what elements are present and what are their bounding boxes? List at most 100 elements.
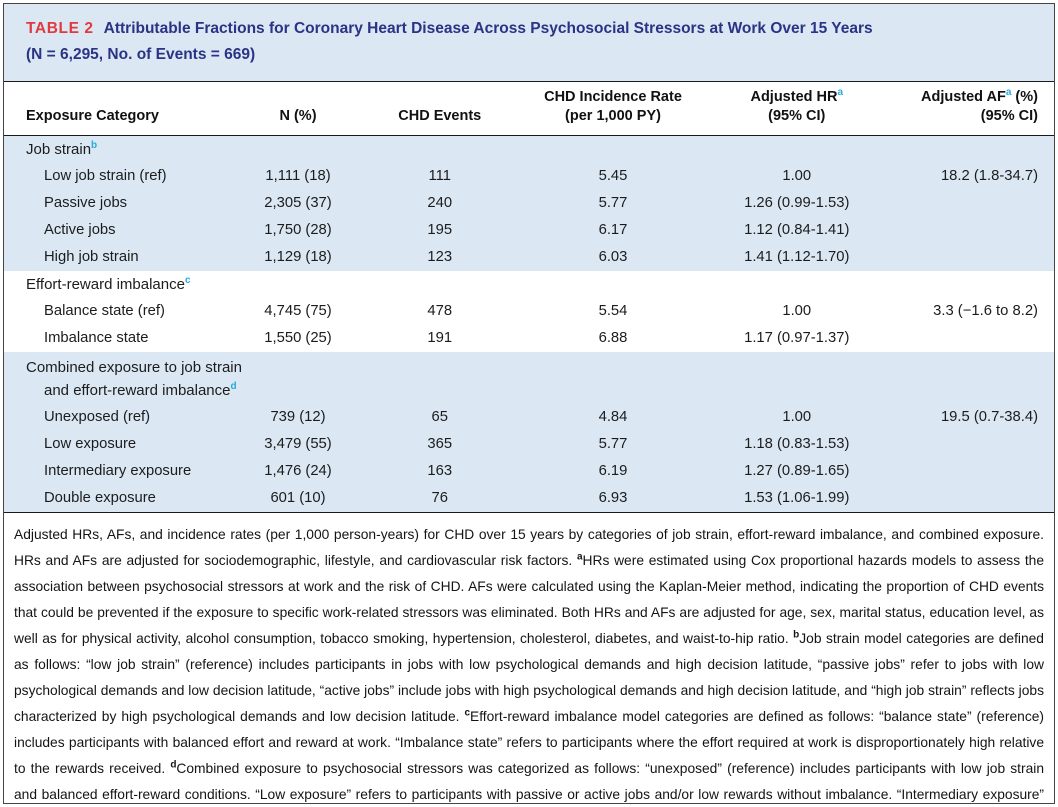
cell-adjusted-af: 3.3 (−1.6 to 8.2) — [933, 303, 1038, 319]
cell-incidence-rate: 6.17 — [598, 222, 628, 238]
cell-adjusted-af — [876, 431, 1055, 458]
cell-chd-events: 191 — [427, 330, 453, 346]
table-row: Low exposure 3,479 (55) 365 5.77 1.18 (0.83-… — [4, 431, 1054, 458]
cell-adjusted-af: 19.5 (0.7-38.4) — [940, 409, 1038, 425]
cell-exposure-category: Active jobs — [44, 222, 116, 238]
column-header-adjusted-af: Adjusted AFa (%) (95% CI) — [920, 87, 1038, 124]
column-header-adjusted-hr: Adjusted HRa (95% CI) — [750, 87, 844, 124]
cell-exposure-category: Passive jobs — [44, 195, 128, 211]
section-header: Effort-reward imbalancec — [4, 271, 1054, 298]
table-row: High job strain 1,129 (18) 123 6.03 1.41 (1.… — [4, 244, 1054, 271]
table-row: Passive jobs 2,305 (37) 240 5.77 1.26 (0.99-… — [4, 190, 1054, 217]
cell-incidence-rate: 5.54 — [598, 303, 628, 319]
table-title: Attributable Fractions for Coronary Hear… — [103, 20, 873, 37]
cell-exposure-category: Intermediary exposure — [44, 463, 192, 479]
table-title-band: TABLE 2 Attributable Fractions for Corona… — [4, 4, 1054, 82]
table-section: Combined exposure to job strain and effor… — [4, 352, 1054, 512]
column-header-chd-events: CHD Events — [398, 108, 482, 124]
cell-chd-events: 76 — [431, 490, 448, 506]
cell-adjusted-hr: 1.00 — [782, 168, 812, 184]
cell-chd-events: 123 — [427, 249, 453, 265]
cell-adjusted-hr: 1.18 (0.83-1.53) — [744, 436, 850, 452]
cell-n-percent: 1,111 (18) — [265, 168, 331, 184]
section-header-line: and effort-reward imbalanced — [44, 381, 237, 400]
footnote-marker-d: d — [230, 381, 237, 392]
footnote-marker-a: a — [1005, 87, 1012, 99]
cell-exposure-category: Imbalance state — [44, 330, 149, 346]
cell-adjusted-hr: 1.26 (0.99-1.53) — [744, 195, 850, 211]
cell-adjusted-af — [876, 190, 1055, 217]
cell-adjusted-af — [876, 325, 1055, 352]
footnote-marker-b: b — [91, 140, 98, 151]
cell-exposure-category: Low exposure — [44, 436, 137, 452]
cell-exposure-category: Unexposed (ref) — [44, 409, 151, 425]
cell-chd-events: 240 — [427, 195, 453, 211]
cell-adjusted-af — [876, 244, 1055, 271]
footnote-marker-a: a — [576, 551, 583, 563]
table-row: Balance state (ref) 4,745 (75) 478 5.54 1.00… — [4, 298, 1054, 325]
cell-adjusted-hr: 1.00 — [782, 303, 812, 319]
cell-adjusted-af — [876, 485, 1055, 512]
cell-adjusted-hr: 1.53 (1.06-1.99) — [744, 490, 850, 506]
column-header-row: Exposure Category N (%) CHD Events CHD I… — [4, 82, 1054, 136]
cell-n-percent: 4,745 (75) — [264, 303, 332, 319]
section-header-line: Job strainb — [26, 140, 98, 159]
table-row: Intermediary exposure 1,476 (24) 163 6.19 1.… — [4, 458, 1054, 485]
footnote-marker-a: a — [837, 87, 844, 99]
column-header-n-percent: N (%) — [279, 108, 317, 124]
cell-incidence-rate: 5.45 — [598, 168, 628, 184]
cell-adjusted-hr: 1.12 (0.84-1.41) — [744, 222, 850, 238]
table-number-label: TABLE 2 — [26, 20, 94, 37]
cell-n-percent: 3,479 (55) — [264, 436, 332, 452]
cell-n-percent: 1,129 (18) — [264, 249, 332, 265]
cell-incidence-rate: 6.88 — [598, 330, 628, 346]
table-title-line: TABLE 2 Attributable Fractions for Corona… — [26, 16, 1032, 42]
table-figure: TABLE 2 Attributable Fractions for Corona… — [3, 3, 1055, 804]
cell-exposure-category: Low job strain (ref) — [44, 168, 167, 184]
table-row: Unexposed (ref) 739 (12) 65 4.84 1.00 19.5 (0… — [4, 404, 1054, 431]
cell-n-percent: 1,476 (24) — [264, 463, 332, 479]
column-header-chd-incidence-rate: CHD Incidence Rate (per 1,000 PY) — [544, 89, 682, 124]
table-section: Effort-reward imbalancec Balance state (r… — [4, 271, 1054, 352]
cell-incidence-rate: 6.19 — [598, 463, 628, 479]
cell-n-percent: 739 (12) — [270, 409, 326, 425]
cell-adjusted-hr: 1.41 (1.12-1.70) — [744, 249, 850, 265]
cell-incidence-rate: 4.84 — [598, 409, 628, 425]
cell-chd-events: 65 — [431, 409, 448, 425]
cell-incidence-rate: 6.03 — [598, 249, 628, 265]
cell-incidence-rate: 6.93 — [598, 490, 628, 506]
cell-exposure-category: High job strain — [44, 249, 139, 265]
cell-chd-events: 111 — [428, 168, 452, 184]
cell-adjusted-af — [876, 458, 1055, 485]
footnote-marker-d: d — [170, 759, 177, 771]
cell-chd-events: 478 — [427, 303, 453, 319]
column-header-exposure-category: Exposure Category — [26, 108, 159, 124]
cell-exposure-category: Balance state (ref) — [44, 303, 165, 319]
section-header-line: Combined exposure to job strain — [26, 359, 242, 376]
cell-chd-events: 365 — [427, 436, 453, 452]
table-row: Active jobs 1,750 (28) 195 6.17 1.12 (0.84-1… — [4, 217, 1054, 244]
cell-n-percent: 1,750 (28) — [264, 222, 332, 238]
cell-adjusted-hr: 1.27 (0.89-1.65) — [744, 463, 850, 479]
cell-adjusted-af — [876, 217, 1055, 244]
cell-chd-events: 195 — [427, 222, 453, 238]
cell-n-percent: 601 (10) — [270, 490, 326, 506]
table-row: Imbalance state 1,550 (25) 191 6.88 1.17 (0.… — [4, 325, 1054, 352]
cell-n-percent: 2,305 (37) — [264, 195, 332, 211]
cell-chd-events: 163 — [427, 463, 453, 479]
footnote-marker-c: c — [464, 707, 471, 719]
footnote-marker-b: b — [793, 629, 800, 641]
table-row: Double exposure 601 (10) 76 6.93 1.53 (1.06-… — [4, 485, 1054, 512]
table-row: Low job strain (ref) 1,111 (18) 111 5.45 1.0… — [4, 163, 1054, 190]
section-header-line: Effort-reward imbalancec — [26, 275, 191, 294]
cell-n-percent: 1,550 (25) — [264, 330, 332, 346]
footnote-marker-c: c — [184, 275, 191, 286]
section-header: Combined exposure to job strain and effor… — [4, 352, 1054, 404]
table-body: Job strainb Low job strain (ref) 1,111 (18… — [4, 136, 1054, 512]
footnote-divider — [4, 512, 1054, 513]
table-subtitle: (N = 6,295, No. of Events = 669) — [26, 46, 256, 63]
cell-incidence-rate: 5.77 — [598, 195, 628, 211]
table-section: Job strainb Low job strain (ref) 1,111 (18… — [4, 136, 1054, 271]
cell-exposure-category: Double exposure — [44, 490, 156, 506]
cell-adjusted-af: 18.2 (1.8-34.7) — [940, 168, 1038, 184]
